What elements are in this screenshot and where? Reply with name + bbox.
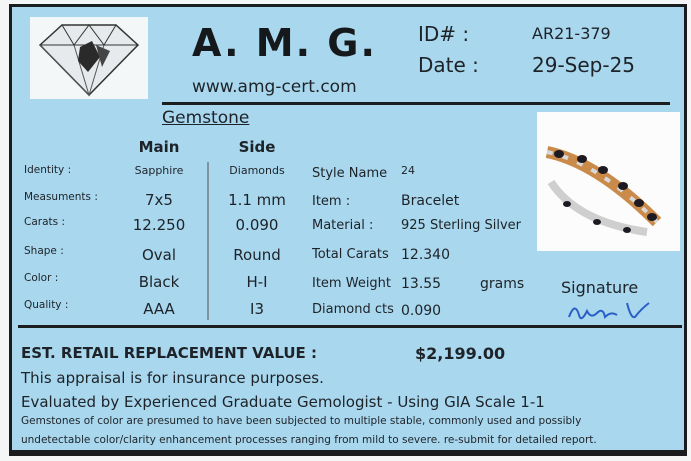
main-value: Sapphire <box>134 164 184 177</box>
id-value: AR21-379 <box>532 24 611 43</box>
item-label: Material : <box>312 218 374 233</box>
brand-name: A. M. G. <box>192 21 377 65</box>
item-label: Total Carats <box>312 247 389 262</box>
evaluation-note: Evaluated by Experienced Graduate Gemolo… <box>21 393 545 411</box>
main-value: Oval <box>141 246 177 264</box>
item-value: Bracelet <box>401 193 460 209</box>
column-divider <box>207 162 209 320</box>
main-value: AAA <box>143 300 175 318</box>
diamond-logo <box>30 17 148 99</box>
row-label: Measuments : <box>24 191 98 203</box>
row-label: Identity : <box>24 164 72 176</box>
item-label: Style Name <box>312 166 388 181</box>
signature <box>565 297 655 331</box>
item-value: 925 Sterling Silver <box>401 218 521 233</box>
id-label: ID# : <box>418 22 470 46</box>
side-value: H-I <box>246 273 268 291</box>
side-header: Side <box>238 138 276 156</box>
bracelet-photo <box>537 112 680 251</box>
main-header: Main <box>138 138 180 156</box>
divider <box>162 102 670 105</box>
main-value: Black <box>138 273 180 291</box>
weight-unit: grams <box>480 276 525 292</box>
gemstone-title: Gemstone <box>162 108 250 128</box>
side-value: Diamonds <box>229 164 285 177</box>
item-value: 12.340 <box>401 247 450 263</box>
row-label: Color : <box>24 272 59 284</box>
side-value: Round <box>233 246 281 264</box>
website: www.amg-cert.com <box>192 77 357 97</box>
main-value: 7x5 <box>145 191 173 209</box>
appraisal-card: A. M. G. www.amg-cert.com ID# : AR21-379… <box>9 4 687 456</box>
divider <box>18 325 682 328</box>
side-value: 1.1 mm <box>228 191 286 209</box>
signature-label: Signature <box>561 278 639 297</box>
item-label: Item : <box>312 194 351 209</box>
main-value: 12.250 <box>132 216 186 234</box>
side-value: 0.090 <box>235 216 279 234</box>
value-label: EST. RETAIL REPLACEMENT VALUE : <box>21 344 318 362</box>
side-value: I3 <box>250 300 264 318</box>
date-label: Date : <box>418 53 479 77</box>
item-label: Item Weight <box>312 276 392 291</box>
item-value: 13.55 <box>401 276 442 292</box>
row-label: Carats : <box>24 216 65 228</box>
row-label: Quality : <box>24 299 69 311</box>
retail-value: $2,199.00 <box>415 344 506 363</box>
item-value: 0.090 <box>401 303 442 319</box>
disclaimer-line: undetectable color/clarity enhancement p… <box>21 434 597 446</box>
disclaimer-line: Gemstones of color are presumed to have … <box>21 415 582 427</box>
item-value: 24 <box>401 164 415 177</box>
row-label: Shape : <box>24 245 64 257</box>
insurance-note: This appraisal is for insurance purposes… <box>21 369 324 387</box>
item-label: Diamond cts <box>312 302 394 317</box>
date-value: 29-Sep-25 <box>532 53 636 77</box>
